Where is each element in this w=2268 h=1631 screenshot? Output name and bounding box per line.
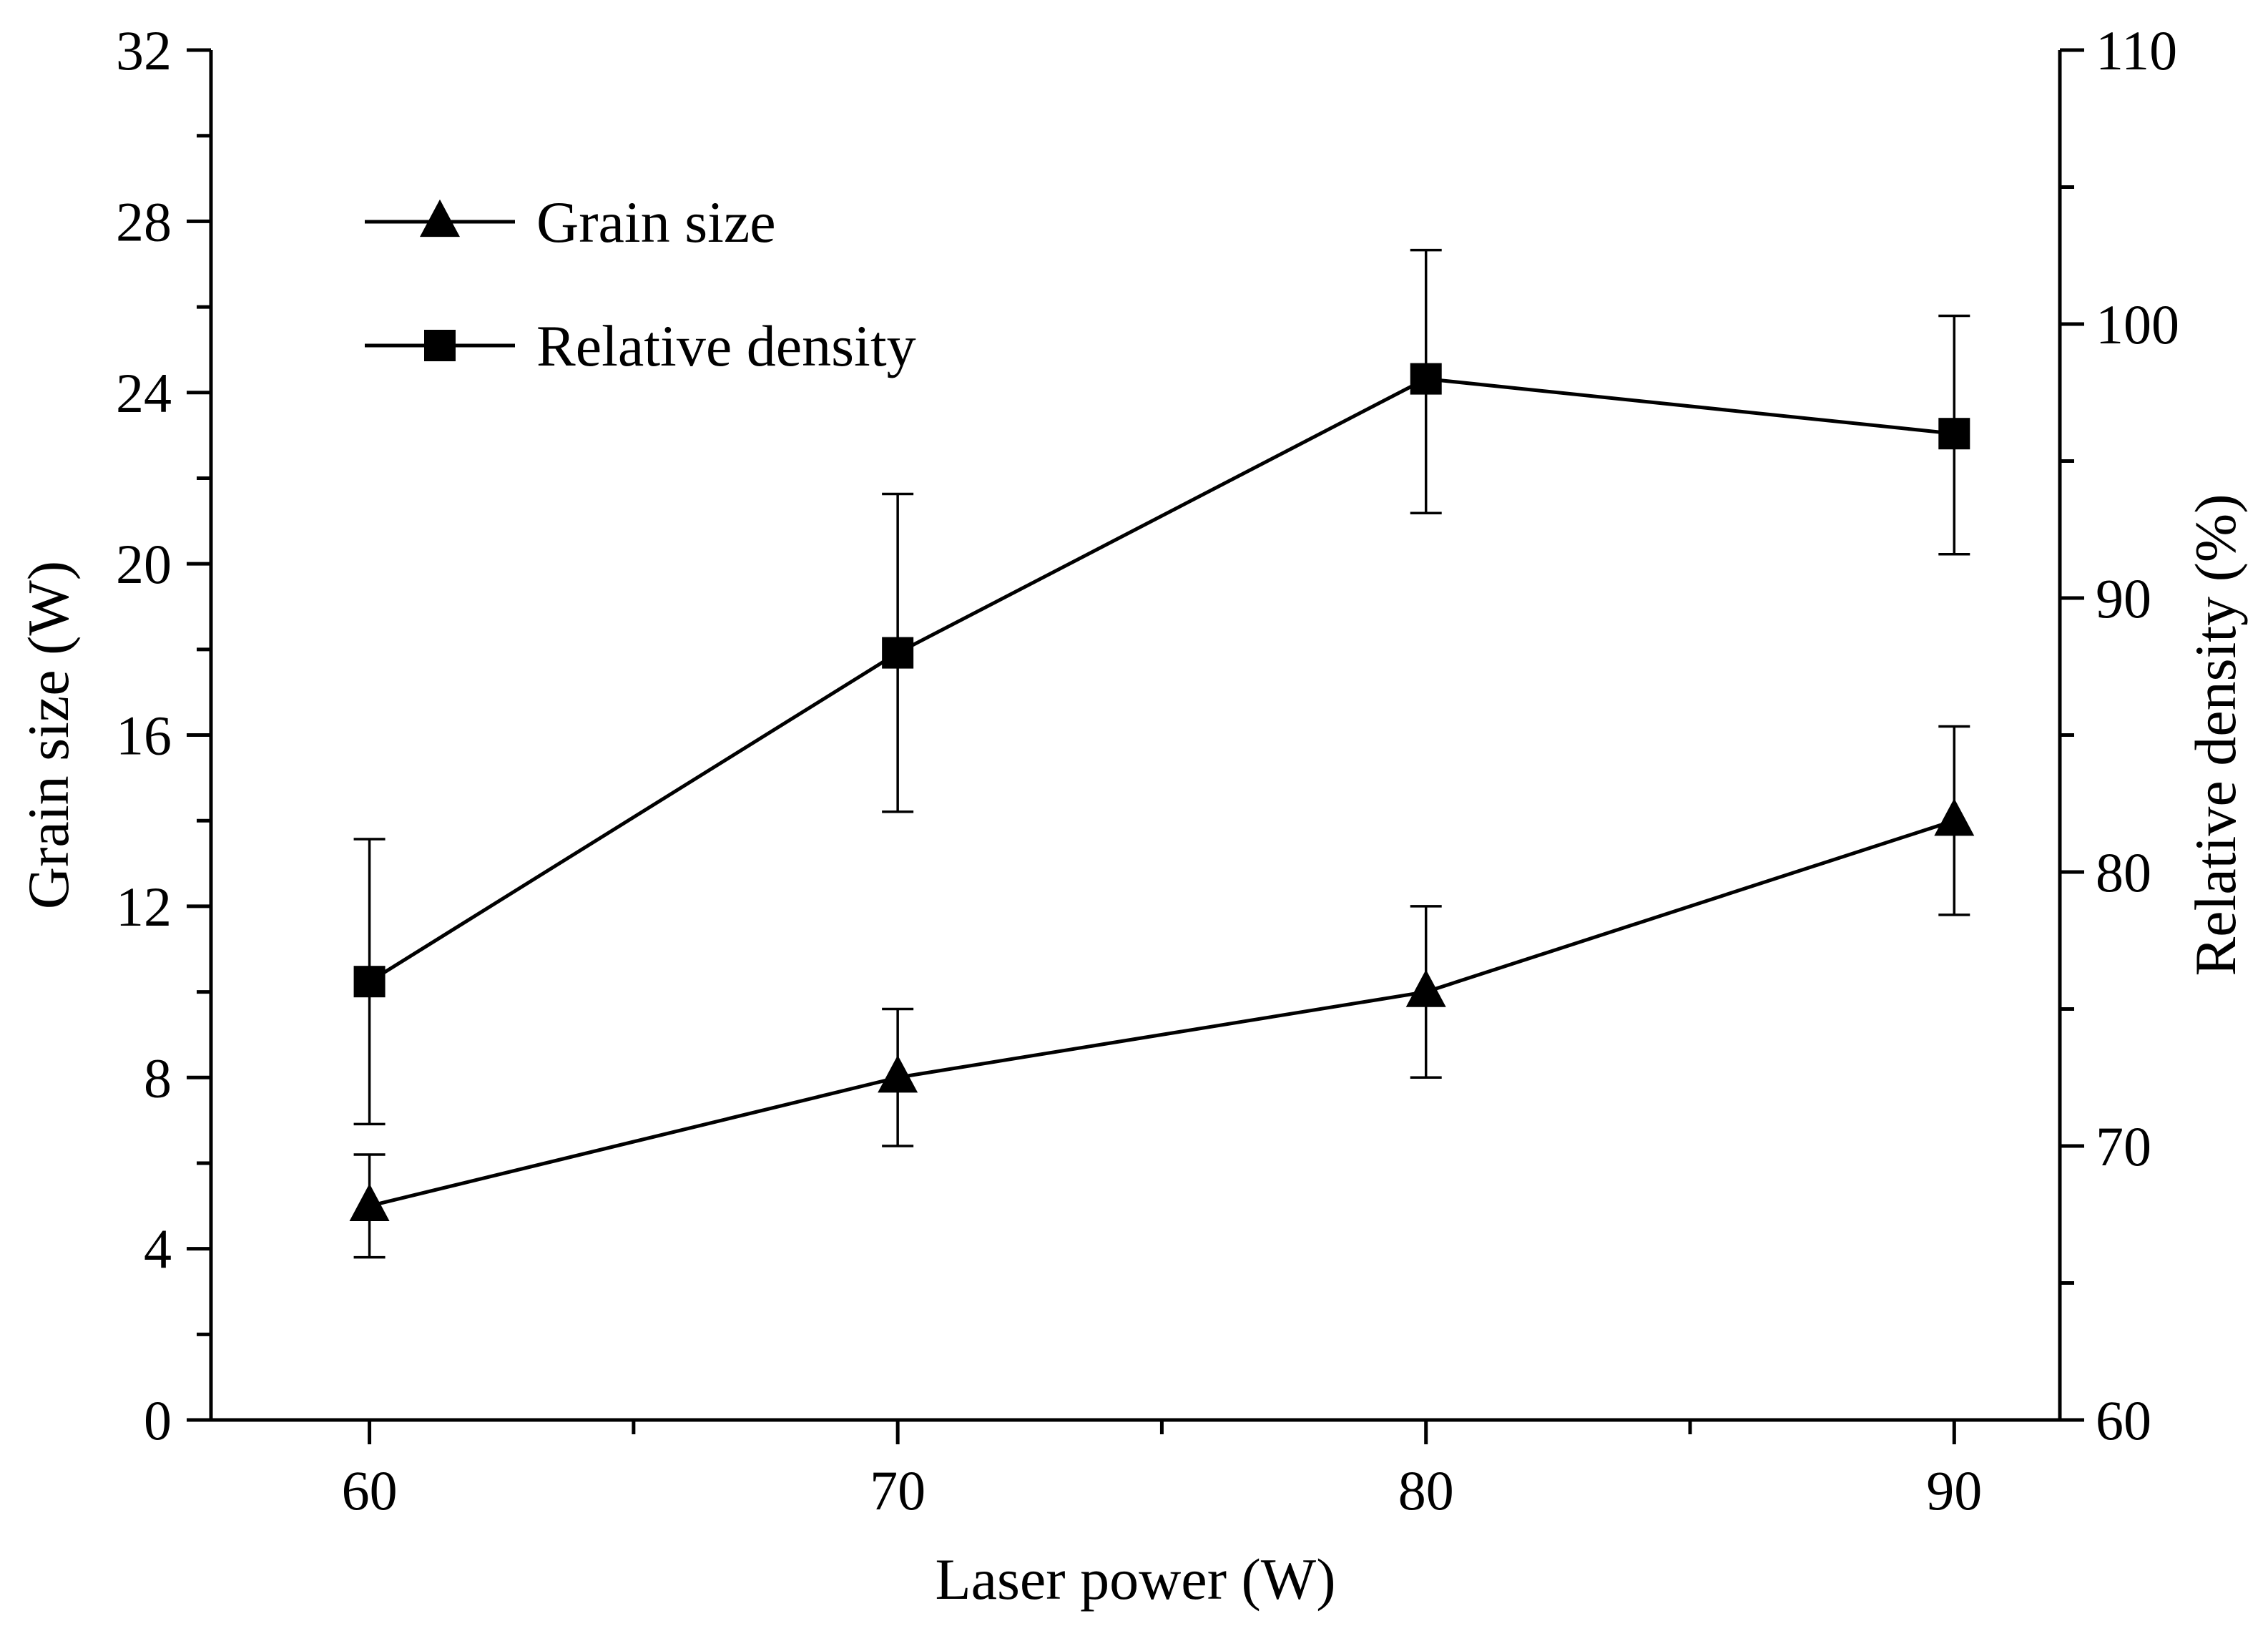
grain-size-point <box>349 1183 390 1221</box>
legend: Grain size Relative density <box>365 190 916 378</box>
relative-density-point <box>1410 363 1442 395</box>
y-left-tick-label: 20 <box>116 533 172 595</box>
grain-size-series-line <box>368 818 1955 1208</box>
y-left-tick-label: 16 <box>116 705 172 767</box>
y-left-tick-label: 32 <box>116 19 172 82</box>
y-left-tick-label: 4 <box>144 1218 172 1280</box>
y-right-axis-title: Relative density (%) <box>2183 494 2248 976</box>
y-right-tick-label: 100 <box>2096 293 2179 356</box>
y-left-tick-label: 12 <box>116 876 172 938</box>
legend-label-relative-density: Relative density <box>536 313 916 378</box>
y-left-tick-label: 8 <box>144 1047 172 1109</box>
legend-triangle-marker <box>420 199 460 237</box>
y-left-tick-label: 24 <box>116 362 172 424</box>
grain-size-point <box>878 1055 918 1093</box>
y-right-tick-label: 110 <box>2096 19 2177 82</box>
legend-item-grain-size: Grain size <box>365 190 776 255</box>
y-left-tick-label: 28 <box>116 190 172 253</box>
series-layer <box>349 248 1975 1259</box>
x-axis-title: Laser power (W) <box>935 1547 1335 1612</box>
legend-label-grain-size: Grain size <box>536 190 776 255</box>
y-right-tick-label: 70 <box>2096 1115 2151 1177</box>
x-tick-label: 80 <box>1398 1459 1454 1522</box>
y-left-tick-label: 0 <box>144 1389 172 1451</box>
y-right-tick-label: 80 <box>2096 841 2151 903</box>
x-tick-label: 90 <box>1926 1459 1982 1522</box>
relative-density-point <box>882 637 914 669</box>
y-left-axis-title: Grain size (W) <box>16 561 81 909</box>
relative-density-point <box>353 966 386 998</box>
y-right-tick-label: 90 <box>2096 567 2151 630</box>
relative-density-series-line <box>368 377 1955 984</box>
x-tick-label: 70 <box>870 1459 926 1522</box>
grain-size-point <box>1934 798 1975 836</box>
relative-density-point <box>1938 418 1970 450</box>
x-tick-label: 60 <box>342 1459 398 1522</box>
axes-layer: 0 4 8 12 16 20 24 28 32 60 70 80 90 100 110 60 70 80 90 <box>116 19 2179 1522</box>
legend-item-relative-density: Relative density <box>365 313 916 378</box>
grain-size-point <box>1405 969 1446 1007</box>
legend-square-marker <box>424 330 456 361</box>
y-right-tick-label: 60 <box>2096 1389 2151 1451</box>
